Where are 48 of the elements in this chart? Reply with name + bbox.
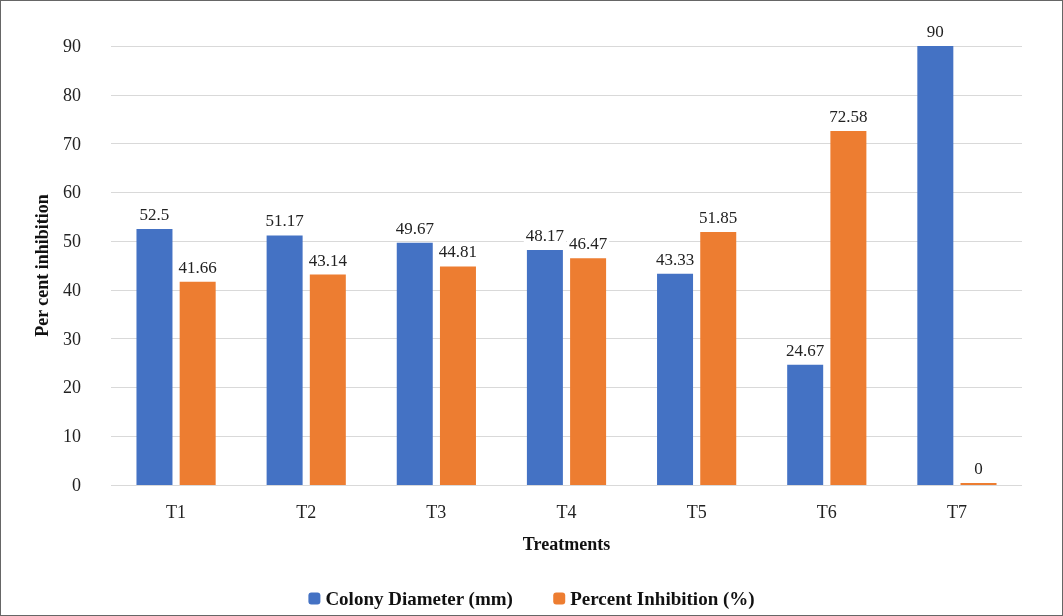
bar [136, 228, 173, 485]
y-axis-title: Per cent inhibition [32, 194, 52, 337]
legend-label: Percent Inhibition (%) [570, 588, 755, 610]
data-label: 46.47 [568, 234, 608, 254]
x-tick-label: T2 [296, 502, 317, 522]
data-label: 72.58 [829, 106, 868, 126]
bar [830, 130, 867, 485]
x-tick-label: T6 [816, 502, 837, 522]
y-tick-label: 0 [72, 475, 81, 495]
data-label: 49.67 [395, 218, 435, 238]
data-label: 48.17 [525, 226, 565, 246]
y-tick-label: 50 [63, 231, 81, 252]
x-tick-label: T5 [686, 502, 707, 522]
data-label: 43.14 [308, 250, 348, 270]
bar [309, 274, 346, 485]
x-tick-label: T4 [556, 502, 577, 522]
bar [526, 250, 563, 485]
bar [266, 235, 303, 485]
bar [439, 266, 476, 485]
data-label: 24.67 [786, 340, 825, 360]
data-label: 90 [926, 22, 944, 41]
y-tick-label: 90 [63, 36, 81, 56]
x-tick-label: T1 [166, 502, 187, 522]
bar [917, 46, 954, 485]
y-tick-label: 30 [63, 328, 81, 349]
y-tick-label: 80 [63, 84, 81, 105]
y-tick-label: 60 [63, 182, 81, 203]
y-tick-label: 40 [63, 279, 81, 300]
data-label: 52.5 [139, 204, 170, 224]
data-label: 0 [974, 459, 983, 478]
y-tick-label: 10 [63, 426, 81, 447]
x-tick-label: T7 [946, 502, 967, 522]
bar [179, 281, 216, 485]
y-tick-label: 20 [63, 377, 81, 398]
data-label: 51.17 [265, 211, 305, 231]
data-label: 51.85 [699, 208, 738, 228]
y-tick-label: 70 [63, 133, 81, 154]
data-label: 43.33 [655, 249, 695, 269]
bar [570, 258, 607, 485]
bar [657, 273, 694, 485]
x-tick-label: T3 [426, 502, 447, 522]
data-label: 41.66 [178, 257, 217, 277]
x-axis-title: Treatments [522, 534, 611, 554]
bar [787, 364, 824, 485]
data-label: 44.81 [438, 242, 478, 262]
bar [396, 242, 433, 485]
bar [700, 232, 737, 485]
legend-label: Colony Diameter (mm) [325, 588, 513, 610]
